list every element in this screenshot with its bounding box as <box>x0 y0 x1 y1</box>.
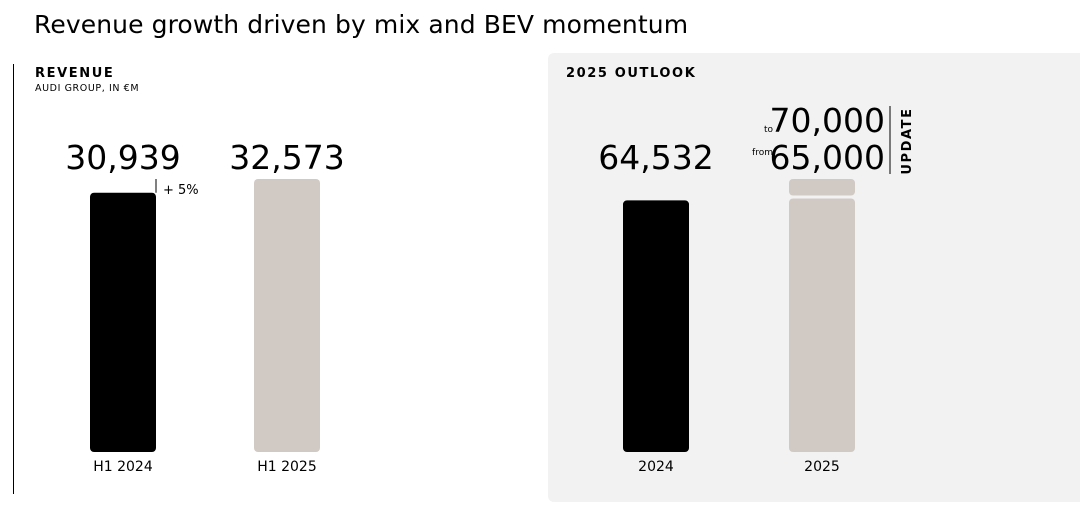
category-label: 2024 <box>638 459 674 475</box>
category-label: H1 2025 <box>257 459 317 475</box>
page-title: Revenue growth driven by mix and BEV mom… <box>34 10 689 39</box>
growth-annotation: + 5% <box>163 183 199 198</box>
value-label: 30,939 <box>65 138 180 177</box>
bar-2025-range-segment <box>789 179 855 196</box>
section-divider <box>13 64 14 494</box>
value-label: 32,573 <box>229 138 344 177</box>
range-to-prefix: to <box>764 125 774 135</box>
bar-2025 <box>789 198 855 452</box>
update-label: UPDATE <box>900 107 915 174</box>
range-from-value: 65,000 <box>770 138 885 177</box>
bar-2024 <box>623 200 689 452</box>
range-to-value: 70,000 <box>770 101 885 140</box>
revenue-section-subtitle: AUDI GROUP, IN €M <box>35 83 140 94</box>
value-label: 64,532 <box>598 138 713 177</box>
category-label: H1 2024 <box>93 459 153 475</box>
bar-h1-2024 <box>90 192 156 453</box>
revenue-section-title: REVENUE <box>35 66 115 81</box>
category-label: 2025 <box>804 459 840 475</box>
bar-h1-2025 <box>254 179 320 452</box>
outlook-section-title: 2025 OUTLOOK <box>566 66 697 81</box>
range-from-prefix: from <box>752 148 773 158</box>
